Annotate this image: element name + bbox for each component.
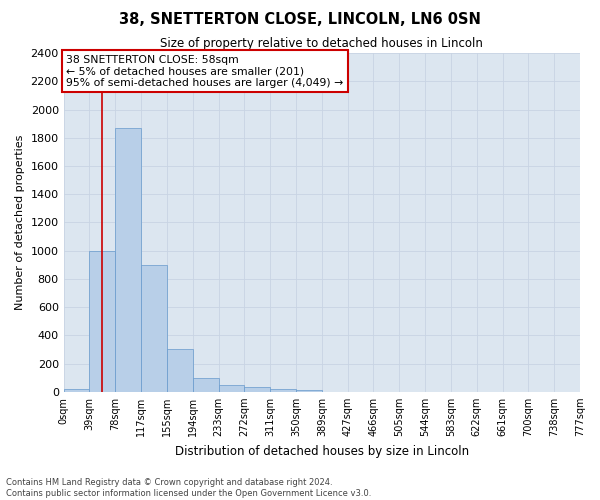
Text: Contains HM Land Registry data © Crown copyright and database right 2024.
Contai: Contains HM Land Registry data © Crown c… (6, 478, 371, 498)
Bar (115, 128, 141, 392)
Bar (141, 265, 167, 392)
Bar (218, 384, 244, 392)
Title: Size of property relative to detached houses in Lincoln: Size of property relative to detached ho… (160, 38, 483, 51)
Text: 38, SNETTERTON CLOSE, LINCOLN, LN6 0SN: 38, SNETTERTON CLOSE, LINCOLN, LN6 0SN (119, 12, 481, 28)
Bar (296, 390, 322, 392)
X-axis label: Distribution of detached houses by size in Lincoln: Distribution of detached houses by size … (175, 444, 469, 458)
Bar (89, 250, 115, 392)
Bar (244, 387, 270, 392)
Bar (193, 378, 218, 392)
Text: 38 SNETTERTON CLOSE: 58sqm
← 5% of detached houses are smaller (201)
95% of semi: 38 SNETTERTON CLOSE: 58sqm ← 5% of detac… (66, 54, 343, 88)
Bar (167, 349, 193, 392)
Bar (64, 389, 89, 392)
Bar (270, 389, 296, 392)
Y-axis label: Number of detached properties: Number of detached properties (15, 134, 25, 310)
